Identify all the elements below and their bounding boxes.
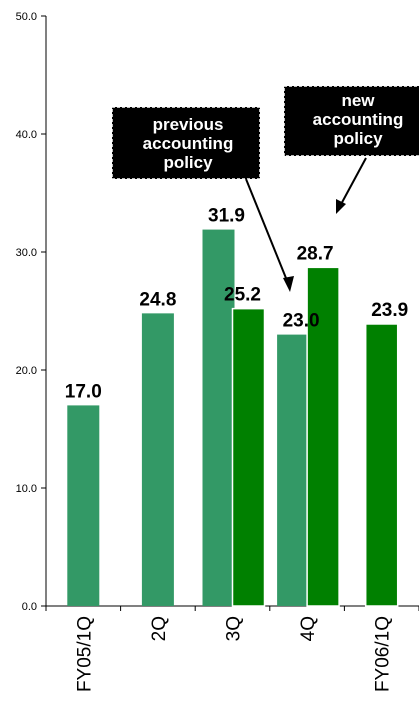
bar-previous	[277, 334, 310, 606]
data-label: 17.0	[65, 381, 102, 402]
x-axis: FY05/1Q 2Q 3Q 4Q FY06/1Q	[45, 605, 419, 692]
y-tick-label: 0.0	[22, 601, 37, 613]
data-label: 23.0	[283, 311, 320, 332]
y-tick-label: 40.0	[16, 129, 37, 141]
bar-previous	[202, 229, 235, 606]
data-labels: 17.0 24.8 31.9 25.2 23.0 28.7 23.9	[65, 206, 408, 403]
bar-previous	[141, 313, 174, 606]
x-tick-label: FY05/1Q	[74, 616, 95, 692]
callout-new-policy: new accounting policy	[283, 85, 419, 214]
data-label: 23.9	[371, 300, 408, 321]
x-tick-label: 2Q	[149, 616, 170, 641]
callout-new-line-1: new	[341, 91, 375, 110]
callout-previous-box	[111, 106, 261, 180]
y-tick-label: 50.0	[16, 11, 37, 23]
data-label: 28.7	[297, 243, 334, 264]
bar-new	[231, 307, 266, 607]
callout-previous-line-1: previous	[153, 115, 224, 134]
x-tick-label: 3Q	[224, 616, 245, 641]
y-tick-label: 20.0	[16, 365, 37, 377]
x-tick-label: 4Q	[298, 616, 319, 641]
data-label: 24.8	[139, 289, 176, 310]
callout-new-arrow	[338, 157, 367, 209]
y-tick-label: 10.0	[16, 483, 37, 495]
callout-previous-arrow	[245, 178, 291, 289]
bar-new	[364, 323, 399, 607]
callout-previous-line-3: policy	[163, 153, 213, 172]
y-tick-label: 30.0	[16, 247, 37, 259]
data-label: 25.2	[224, 285, 261, 306]
callout-previous-arrowhead	[283, 276, 294, 292]
y-axis: 0.0 10.0 20.0 30.0 40.0 50.0	[16, 11, 47, 613]
callout-previous-line-2: accounting	[143, 134, 234, 153]
data-label: 31.9	[208, 206, 245, 227]
x-tick-label: FY06/1Q	[373, 616, 394, 692]
callout-new-line-3: policy	[333, 129, 383, 148]
callout-new-box	[283, 85, 419, 157]
callout-new-line-2: accounting	[313, 110, 404, 129]
bar-new	[306, 266, 340, 607]
bar-previous	[67, 405, 100, 606]
bars	[67, 229, 399, 607]
callout-new-arrowhead	[336, 199, 346, 214]
callout-previous-policy: previous accounting policy	[111, 106, 294, 292]
